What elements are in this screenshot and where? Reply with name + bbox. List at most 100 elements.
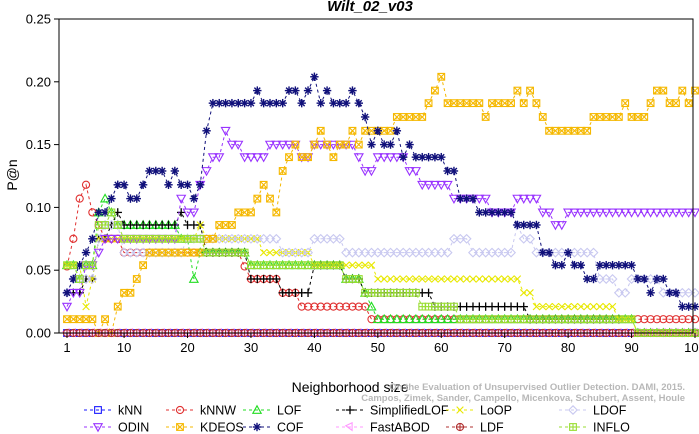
point-knnw-3 (81, 180, 91, 189)
point-kdeos-70 (507, 99, 515, 108)
point-loop-72 (519, 289, 528, 297)
point-cof-3 (81, 248, 91, 257)
point-cof-43 (335, 98, 344, 108)
point-lof-49 (372, 313, 383, 324)
point-cof-52 (392, 126, 402, 135)
point-loop-54 (405, 275, 414, 283)
point-odin-35 (283, 140, 295, 150)
x-axis-label: Neighborhood size (292, 379, 409, 395)
point-inflo-51 (386, 288, 395, 297)
point-kdeos-73 (526, 86, 534, 95)
point-cof-96 (671, 288, 681, 298)
point-kdeos-33 (272, 208, 281, 217)
point-odin-57 (423, 180, 434, 191)
point-loop-58 (431, 275, 439, 283)
point-cof-17 (170, 166, 180, 176)
point-loop-85 (602, 302, 610, 311)
point-odin-90 (632, 208, 644, 218)
point-odin-58 (429, 180, 441, 191)
point-kdeos-45 (348, 126, 357, 135)
x-tick-label-50: 50 (371, 340, 385, 355)
y-axis-label: P@n (4, 159, 20, 190)
plot-area (61, 72, 699, 338)
point-loop-52 (393, 275, 401, 283)
x-tick-label-1: 1 (63, 340, 70, 355)
point-loop-60 (443, 275, 452, 283)
point-odin-6 (99, 234, 111, 245)
legend-label-knn: kNN (118, 404, 142, 418)
point-odin-59 (436, 180, 447, 191)
point-lof-51 (385, 313, 396, 324)
point-kdeos-46 (354, 140, 363, 149)
point-inflo-46 (354, 275, 363, 283)
point-odin-24 (214, 153, 225, 163)
point-loop-86 (608, 302, 617, 311)
point-cof-24 (215, 98, 224, 108)
point-loop-69 (500, 275, 509, 283)
x-tick-label-100: 100 (684, 340, 699, 355)
x-tick-label-20: 20 (180, 340, 194, 355)
point-loop-32 (266, 248, 274, 257)
point-lof-50 (379, 313, 390, 324)
series-kdeos (63, 72, 699, 337)
point-odin-18 (176, 194, 187, 204)
point-knnw-96 (671, 315, 681, 324)
point-cof-40 (316, 98, 325, 108)
citation-note-line-2: On the Evaluation of Unsupervised Outlie… (389, 382, 685, 393)
point-simplifiedlof-57 (424, 288, 433, 298)
point-odin-0 (61, 302, 73, 312)
point-loop-63 (462, 275, 471, 283)
point-cof-44 (341, 98, 351, 108)
point-loop-21 (196, 221, 204, 229)
point-lof-20 (188, 273, 200, 283)
point-kdeos-92 (646, 99, 655, 108)
point-cof-36 (291, 86, 300, 95)
point-knnw-91 (640, 315, 649, 324)
point-knnw-37 (297, 302, 306, 311)
point-odin-65 (474, 194, 485, 204)
point-inflo-61 (450, 302, 458, 311)
point-lof-53 (398, 313, 409, 324)
point-loop-80 (570, 302, 579, 311)
point-cof-97 (678, 302, 687, 311)
point-odin-51 (385, 153, 396, 163)
legend-item-fastabod: FastABOD (336, 421, 430, 434)
point-odin-81 (575, 208, 586, 218)
point-knnw-46 (354, 302, 363, 311)
point-loop-44 (342, 261, 350, 269)
point-inflo-36 (291, 261, 300, 270)
point-odin-2 (74, 288, 85, 299)
point-cof-70 (506, 208, 516, 217)
legend-marker-ldf (455, 422, 465, 432)
point-cof-60 (443, 166, 452, 176)
point-odin-1 (68, 288, 79, 299)
point-cof-82 (582, 274, 592, 284)
point-odin-80 (569, 208, 580, 218)
legend-item-cof: COF (243, 421, 304, 434)
point-kdeos-75 (538, 113, 547, 121)
point-inflo-6 (101, 221, 109, 229)
point-kdeos-26 (228, 221, 236, 229)
point-cof-81 (576, 260, 586, 270)
point-lof-48 (366, 301, 377, 311)
point-kdeos-52 (392, 113, 401, 121)
point-cof-49 (373, 126, 383, 135)
point-cof-53 (399, 152, 408, 162)
y-tick-label-4: 0.20 (26, 74, 51, 89)
point-kdeos-88 (621, 99, 630, 108)
legend-item-lof: LOF (243, 404, 302, 418)
legend-label-cof: COF (277, 421, 304, 434)
legend-item-ldof: LDOF (559, 404, 627, 418)
point-kdeos-16 (164, 248, 173, 257)
point-cof-51 (386, 140, 395, 149)
point-simplifiedlof-33 (272, 274, 281, 284)
point-odin-87 (613, 208, 625, 218)
point-loop-79 (564, 302, 572, 311)
point-cof-64 (468, 194, 478, 203)
point-inflo-54 (405, 288, 414, 297)
series-line-ldof (66, 223, 695, 294)
point-ldof-4 (87, 274, 98, 284)
point-kdeos-72 (519, 99, 528, 108)
point-inflo-3 (82, 261, 90, 270)
point-loop-45 (348, 261, 357, 269)
